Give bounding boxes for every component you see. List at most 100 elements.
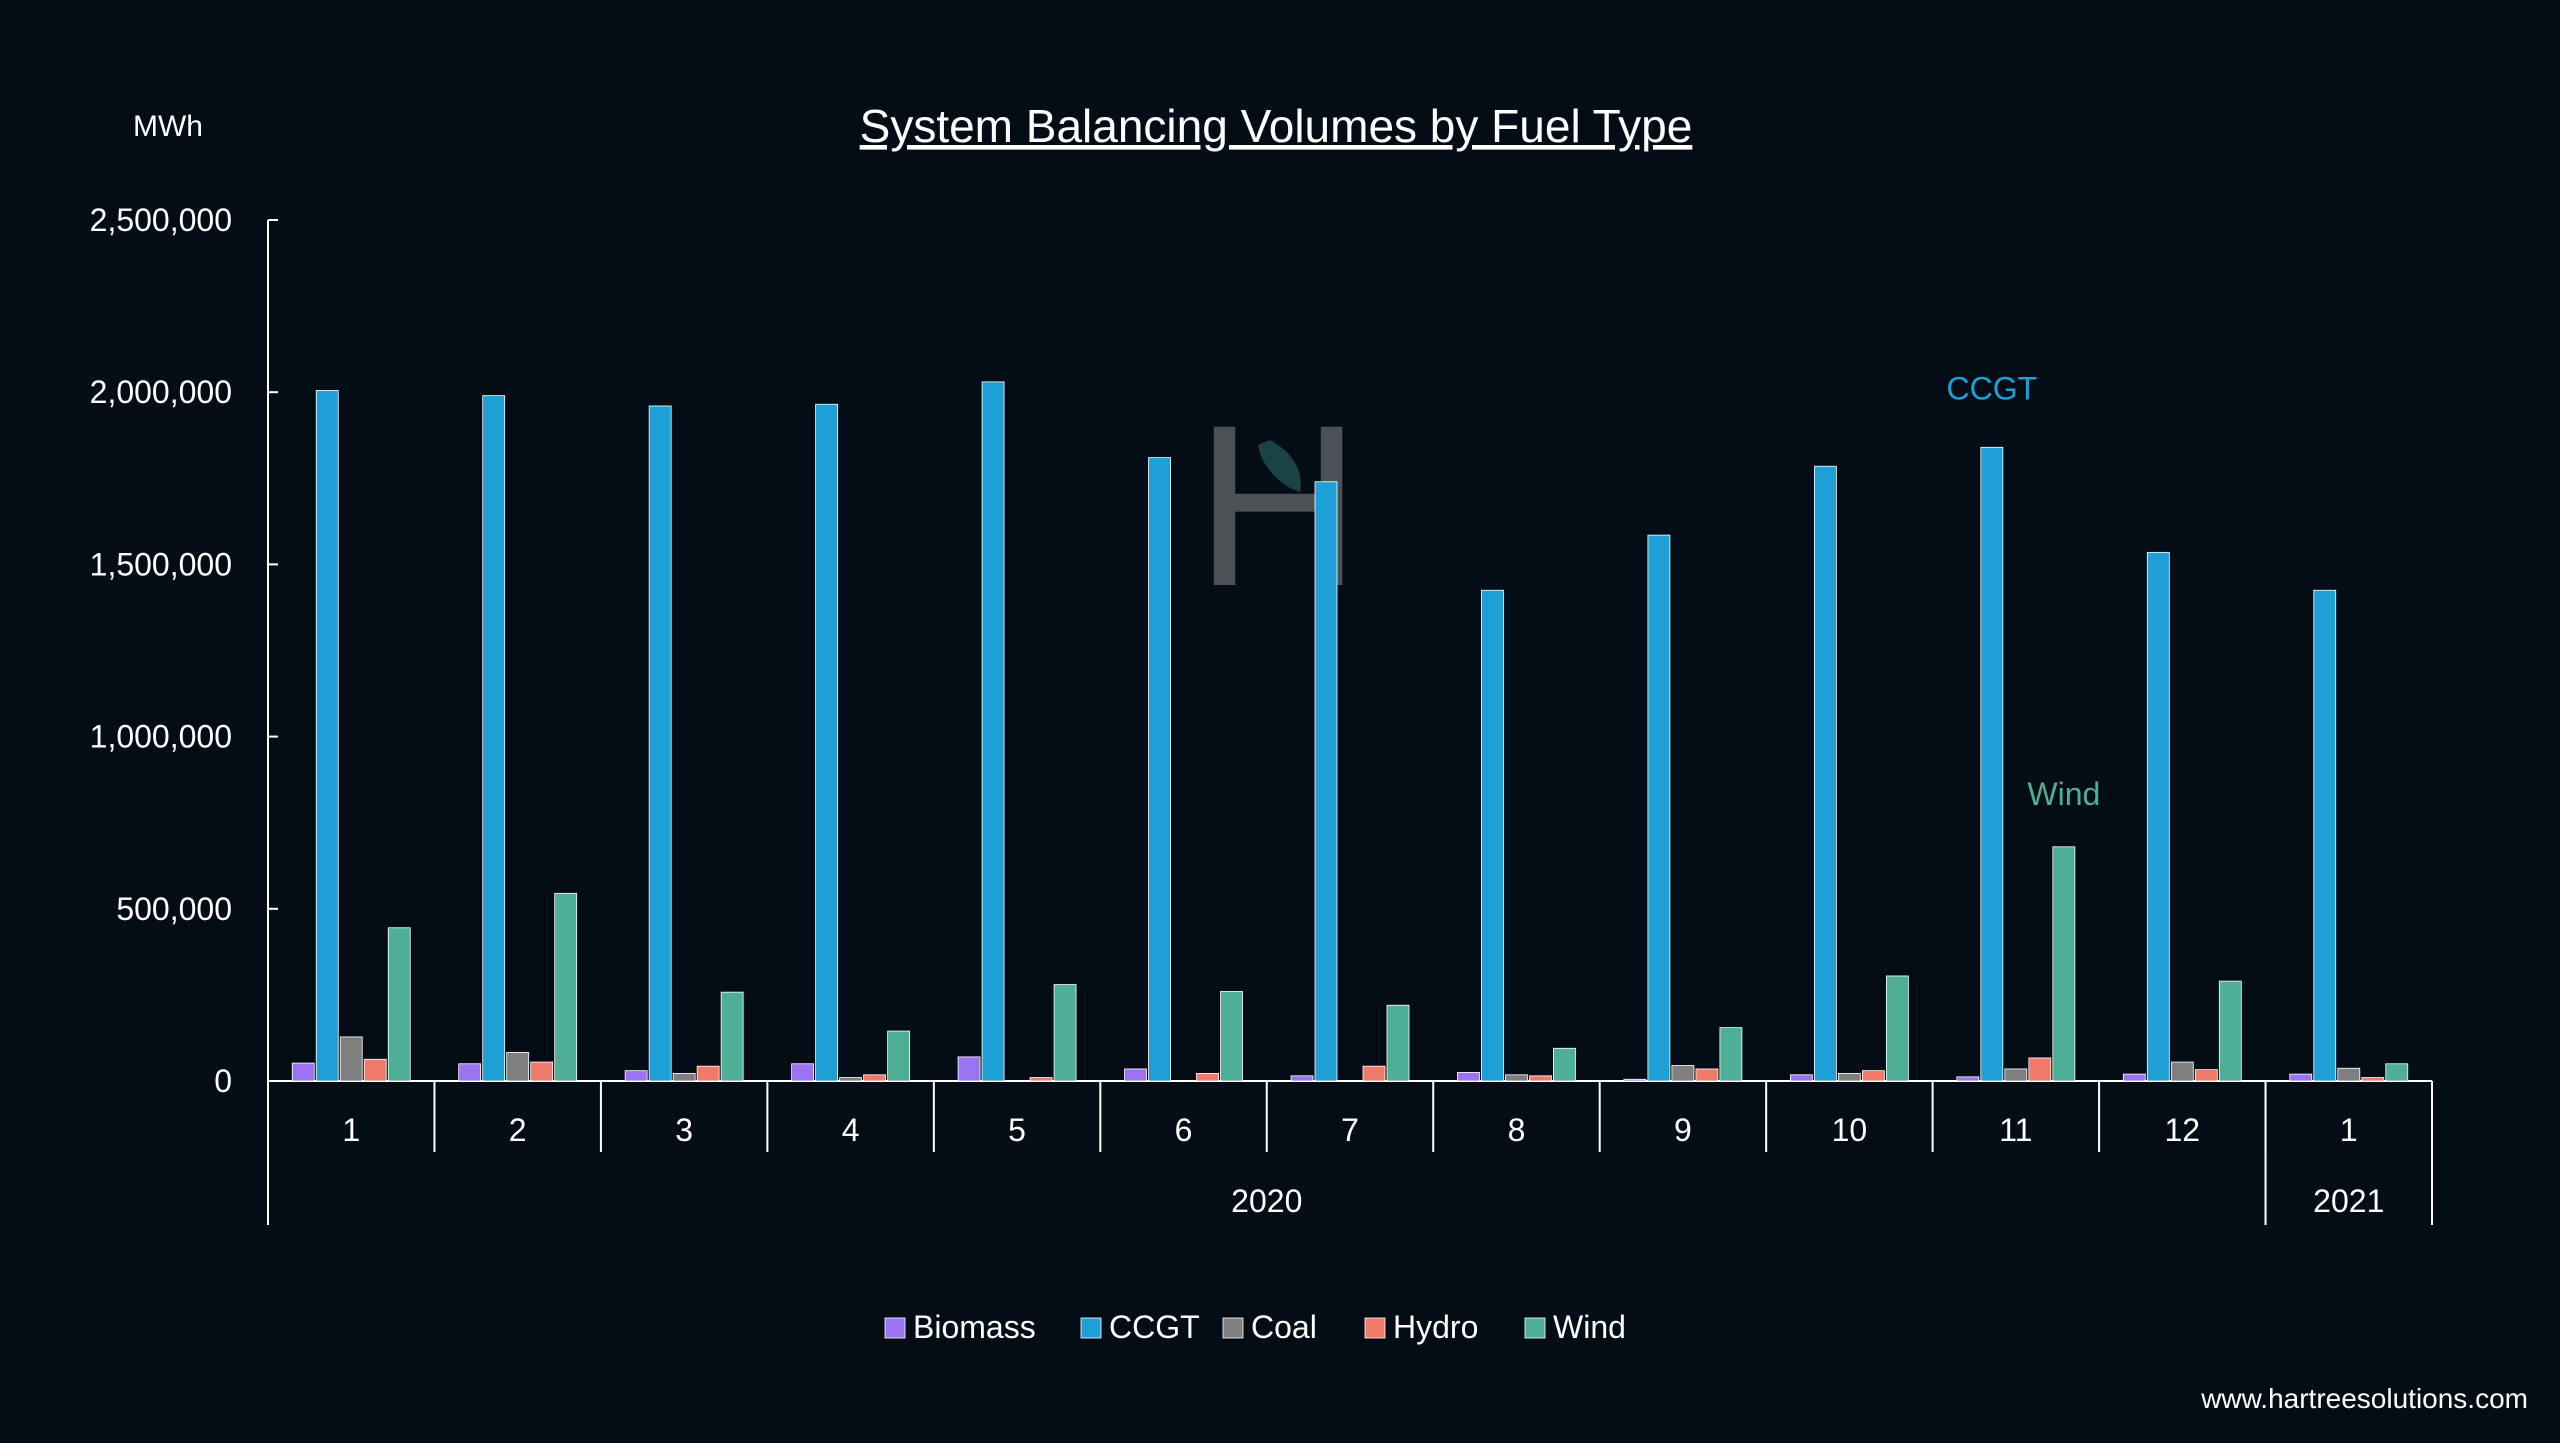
x-tick-label: 11: [1999, 1112, 2032, 1148]
bar-wind: [2218, 980, 2242, 1082]
x-tick-label: 2: [509, 1112, 527, 1148]
legend-label-wind: Wind: [1553, 1309, 1626, 1345]
bar-wind: [720, 991, 744, 1082]
bar-biomass: [624, 1070, 648, 1082]
bar-hydro: [863, 1074, 887, 1082]
bar-hydro: [696, 1065, 720, 1082]
y-tick-label: 1,000,000: [90, 719, 232, 755]
bar-hydro: [2028, 1057, 2052, 1082]
year-group-label: 2020: [1231, 1183, 1302, 1219]
bar-wind: [1885, 975, 1909, 1082]
bar-biomass: [1789, 1074, 1813, 1082]
bar-ccgt: [981, 381, 1005, 1082]
bar-ccgt: [315, 390, 339, 1082]
bar-wind: [387, 927, 411, 1082]
chart-bars: [291, 381, 2409, 1082]
bar-ccgt: [1980, 446, 2004, 1082]
x-tick-label: 4: [842, 1112, 860, 1148]
legend-swatch-hydro: [1364, 1317, 1386, 1339]
bar-hydro: [1861, 1070, 1885, 1082]
y-tick-label: 2,000,000: [90, 374, 232, 410]
bar-wind: [1386, 1004, 1410, 1082]
bar-coal: [672, 1073, 696, 1082]
legend-label-coal: Coal: [1251, 1309, 1317, 1345]
x-tick-label: 10: [1832, 1112, 1868, 1148]
bar-wind: [554, 892, 578, 1082]
bar-ccgt: [1813, 465, 1837, 1082]
bar-hydro: [1196, 1073, 1219, 1082]
bar-biomass: [1956, 1076, 1980, 1082]
bar-hydro: [1362, 1065, 1386, 1082]
y-tick-label: 500,000: [116, 891, 232, 927]
y-tick-label: 1,500,000: [90, 546, 232, 582]
x-tick-label: 6: [1175, 1112, 1193, 1148]
bar-biomass: [1623, 1078, 1647, 1082]
bar-coal: [1671, 1065, 1695, 1082]
chart-title: System Balancing Volumes by Fuel Type: [860, 100, 1693, 152]
legend-swatch-coal: [1222, 1317, 1244, 1339]
bar-ccgt: [648, 405, 672, 1082]
year-group-label: 2021: [2313, 1183, 2384, 1219]
annotation-wind: Wind: [2027, 776, 2100, 812]
legend-swatch-biomass: [884, 1317, 906, 1339]
x-tick-label: 12: [2165, 1112, 2201, 1148]
legend-label-biomass: Biomass: [913, 1309, 1036, 1345]
bar-ccgt: [1314, 481, 1338, 1082]
x-tick-label: 3: [675, 1112, 693, 1148]
bar-hydro: [1695, 1068, 1719, 1082]
chart-legend: Biomass CCGT Coal Hydro Wind: [884, 1309, 1626, 1345]
chart-annotations: CCGT Wind: [1947, 370, 2101, 812]
bar-biomass: [458, 1063, 482, 1082]
bar-coal: [2337, 1067, 2361, 1082]
bar-ccgt: [1647, 534, 1671, 1082]
bar-hydro: [2361, 1077, 2385, 1082]
x-tick-label: 1: [2340, 1112, 2358, 1148]
x-tick-label: 9: [1674, 1112, 1692, 1148]
bar-biomass: [291, 1062, 315, 1082]
bar-wind: [1719, 1027, 1743, 1082]
bar-biomass: [1457, 1071, 1480, 1082]
y-axis-label: MWh: [133, 110, 203, 143]
bar-wind: [1053, 984, 1077, 1082]
bar-ccgt: [2146, 551, 2170, 1082]
bar-coal: [839, 1077, 863, 1082]
legend-swatch-ccgt: [1080, 1317, 1102, 1339]
bar-hydro: [363, 1058, 387, 1082]
annotation-ccgt: CCGT: [1947, 370, 2038, 406]
bar-biomass: [2122, 1073, 2146, 1082]
bar-hydro: [2194, 1069, 2218, 1082]
bar-biomass: [957, 1056, 981, 1082]
bar-hydro: [1529, 1075, 1552, 1082]
bar-coal: [506, 1052, 530, 1082]
bar-coal: [1837, 1073, 1861, 1082]
legend-label-hydro: Hydro: [1393, 1309, 1478, 1345]
bar-wind: [2052, 846, 2076, 1082]
bar-biomass: [1290, 1075, 1314, 1082]
bar-coal: [1505, 1074, 1528, 1082]
bar-hydro: [530, 1061, 554, 1082]
x-tick-label: 7: [1341, 1112, 1359, 1148]
x-tick-label: 8: [1508, 1112, 1526, 1148]
bar-ccgt: [2313, 589, 2337, 1082]
bar-coal: [2170, 1061, 2194, 1082]
legend-label-ccgt: CCGT: [1109, 1309, 1200, 1345]
bar-ccgt: [815, 403, 839, 1082]
bar-coal: [339, 1036, 363, 1082]
bar-wind: [887, 1030, 911, 1082]
bar-ccgt: [482, 395, 506, 1082]
bar-ccgt: [1481, 589, 1504, 1082]
bar-biomass: [1124, 1068, 1147, 1082]
footer-website: www.hartreesolutions.com: [2200, 1383, 2528, 1414]
bar-biomass: [2289, 1073, 2313, 1082]
legend-swatch-wind: [1524, 1317, 1546, 1339]
bar-wind: [2385, 1063, 2409, 1082]
bar-coal: [2004, 1068, 2028, 1082]
y-tick-label: 2,500,000: [90, 202, 232, 238]
bar-biomass: [791, 1063, 815, 1082]
x-tick-label: 1: [342, 1112, 360, 1148]
chart-axes: 0 500,000 1,000,000 1,500,000 2,000,000 2,500…: [90, 202, 2433, 1225]
bar-wind: [1220, 991, 1243, 1082]
x-tick-label: 5: [1008, 1112, 1026, 1148]
